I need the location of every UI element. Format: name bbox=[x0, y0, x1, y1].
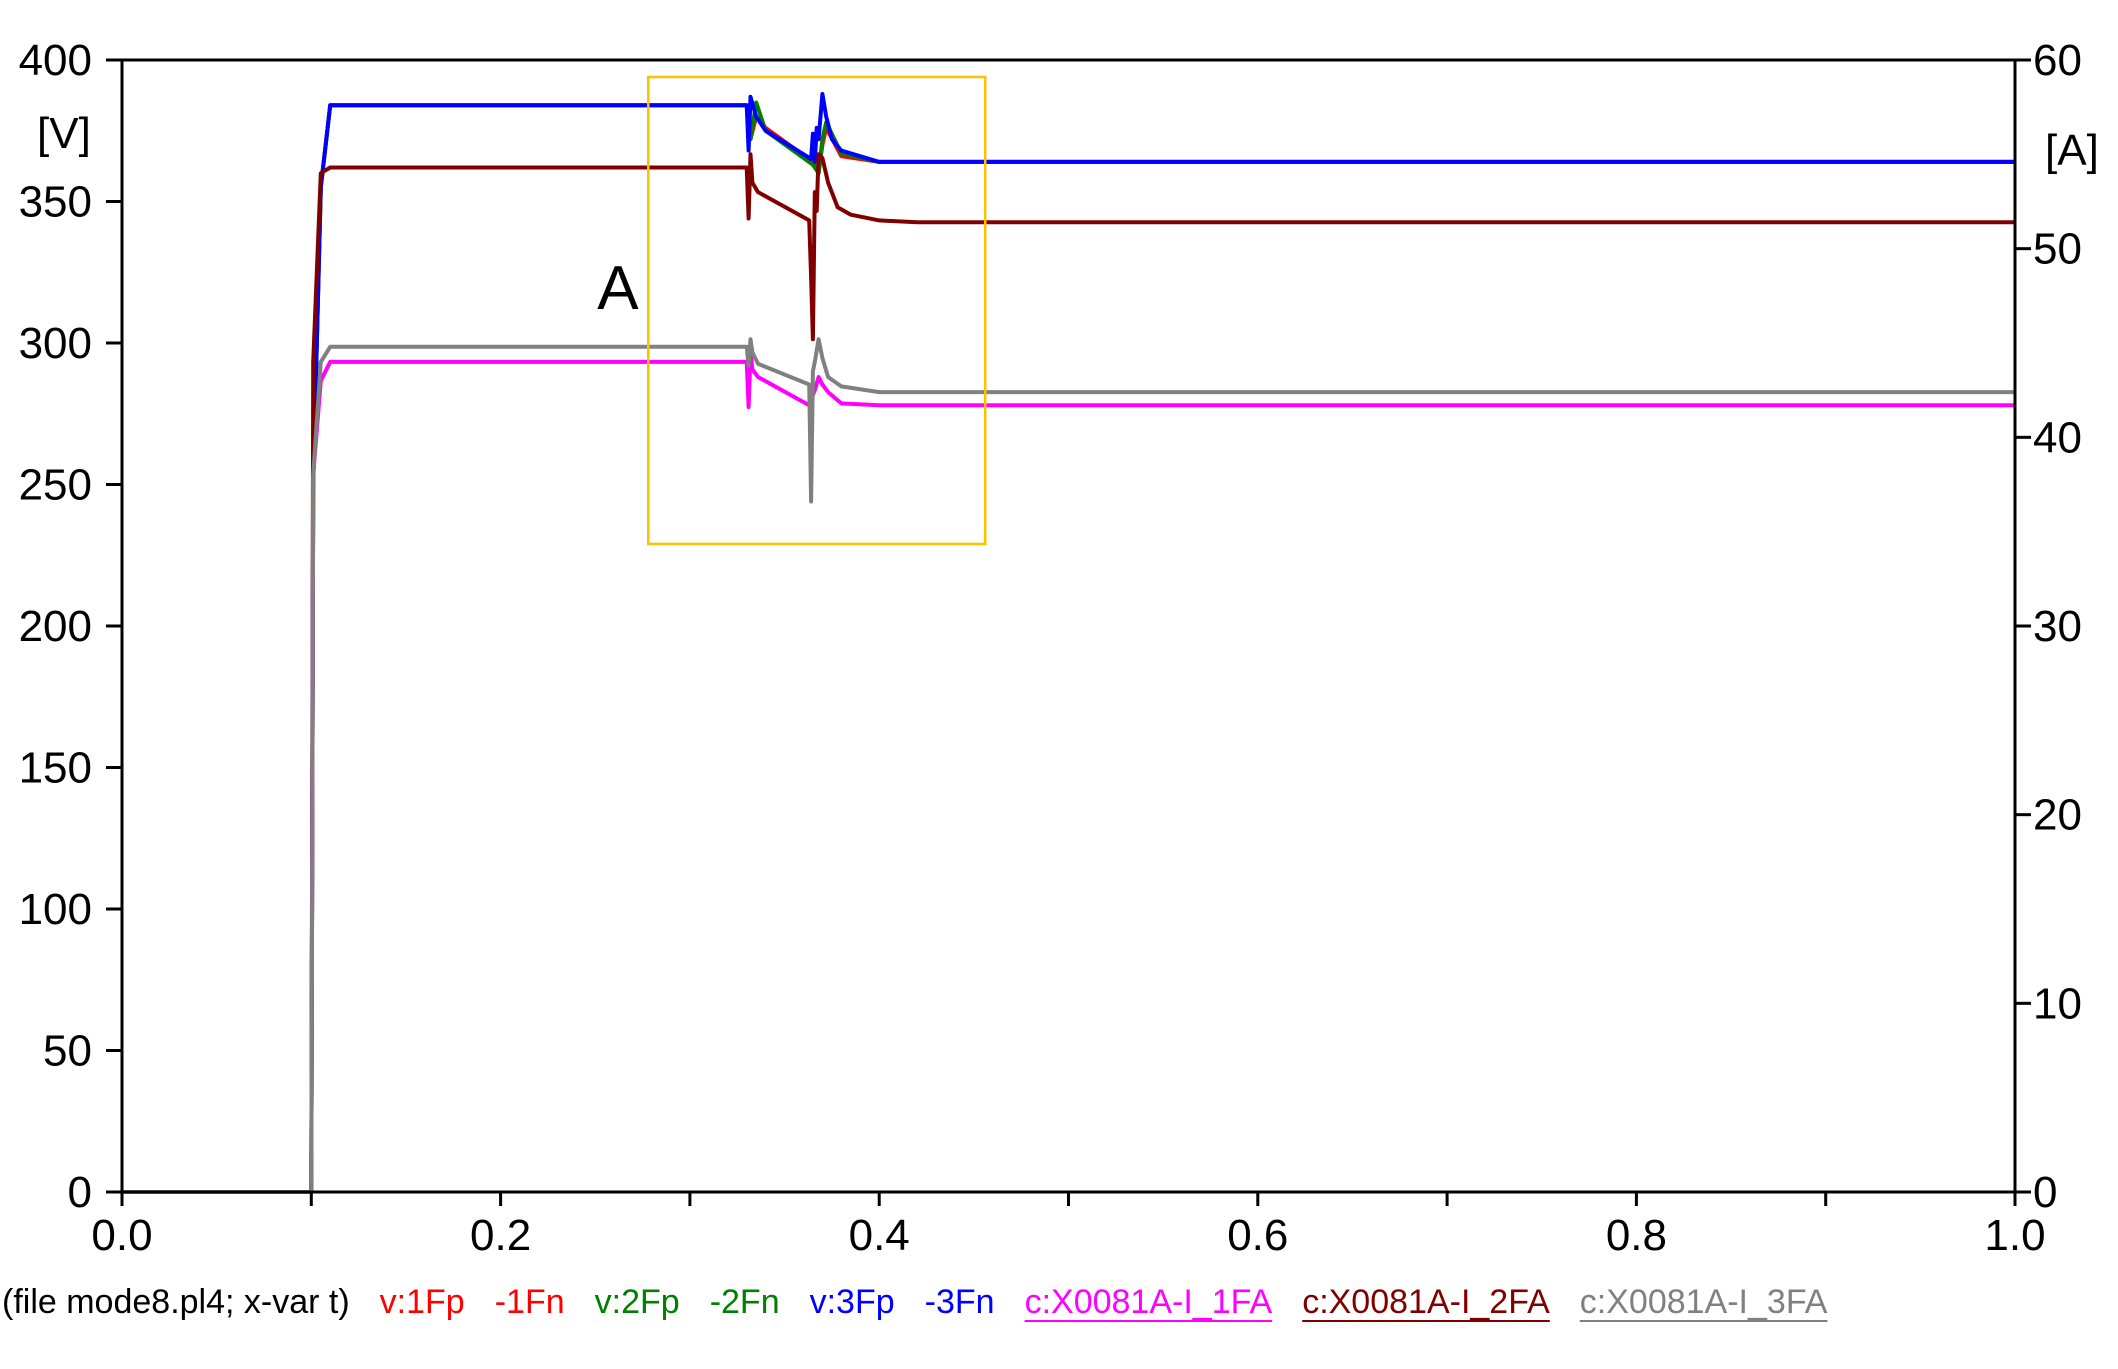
legend-item: v:2Fp bbox=[595, 1283, 680, 1321]
plot-area: A bbox=[122, 75, 2015, 1194]
legend-item: v:3Fp bbox=[810, 1283, 895, 1321]
x-tick-label: 1.0 bbox=[1984, 1211, 2045, 1260]
legend: (file mode8.pl4; x-var t) v:1Fp -1Fn v:2Fp -… bbox=[2, 1283, 1828, 1322]
legend-item: -3Fn bbox=[925, 1283, 995, 1321]
series-line-5 bbox=[122, 350, 2015, 1194]
highlight-box bbox=[647, 75, 987, 546]
legend-prefix: (file mode8.pl4; x-var t) bbox=[2, 1283, 350, 1321]
series-line-6 bbox=[122, 337, 2015, 1194]
y-tick-label: 0 bbox=[68, 1168, 92, 1217]
y-tick-label: 300 bbox=[19, 319, 92, 368]
legend-item: v:1Fp bbox=[380, 1283, 465, 1321]
legend-item: c:X0081A-I_3FA bbox=[1580, 1283, 1828, 1321]
plot-frame bbox=[120, 58, 2017, 1194]
legend-item: c:X0081A-I_2FA bbox=[1302, 1283, 1550, 1321]
legend-item: -2Fn bbox=[710, 1283, 780, 1321]
series-line-3 bbox=[122, 92, 2015, 1194]
x-tick-label: 0.4 bbox=[849, 1211, 910, 1260]
x-tick-label: 0.8 bbox=[1606, 1211, 1667, 1260]
legend-item: -1Fn bbox=[495, 1283, 565, 1321]
y2-tick-label: 10 bbox=[2033, 979, 2082, 1028]
series-line-2 bbox=[122, 100, 2015, 1194]
axes: 0.0 0.2 0.4 0.6 0.8 1.00501001502002503003504… bbox=[19, 36, 2082, 1260]
y-tick-label: 250 bbox=[19, 461, 92, 510]
y2-tick-label: 20 bbox=[2033, 791, 2082, 840]
y-tick-label: 50 bbox=[43, 1027, 92, 1076]
y-tick-label: 350 bbox=[19, 178, 92, 227]
y-axis-unit-label: [V] bbox=[37, 109, 91, 158]
y-tick-label: 400 bbox=[19, 36, 92, 85]
y-tick-label: 100 bbox=[19, 885, 92, 934]
legend-item: c:X0081A-I_1FA bbox=[1025, 1283, 1273, 1321]
y-tick-label: 150 bbox=[19, 744, 92, 793]
x-tick-label: 0.6 bbox=[1227, 1211, 1288, 1260]
x-tick-label: 0.2 bbox=[470, 1211, 531, 1260]
y2-tick-label: 30 bbox=[2033, 602, 2082, 651]
x-tick-label: 0.0 bbox=[91, 1211, 152, 1260]
y2-tick-label: 40 bbox=[2033, 413, 2082, 462]
y2-tick-label: 0 bbox=[2033, 1168, 2057, 1217]
y2-tick-label: 50 bbox=[2033, 225, 2082, 274]
annotation-label: A bbox=[597, 254, 639, 323]
y-tick-label: 200 bbox=[19, 602, 92, 651]
y2-axis-unit-label: [A] bbox=[2045, 126, 2099, 175]
y2-tick-label: 60 bbox=[2033, 36, 2082, 85]
series-line-1 bbox=[122, 103, 2015, 1194]
series-line-4 bbox=[122, 152, 2015, 1194]
